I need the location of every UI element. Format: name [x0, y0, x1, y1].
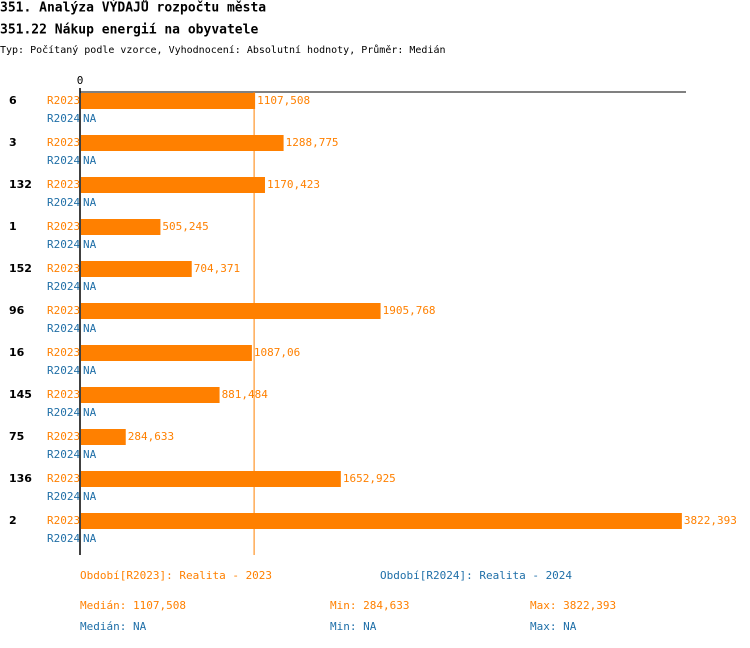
bar: [81, 93, 256, 109]
bar: [81, 261, 192, 277]
value-label: 704,371: [194, 262, 240, 275]
category-label: 2: [9, 514, 17, 527]
value-label: NA: [83, 154, 97, 167]
period-label: R2024: [47, 238, 80, 251]
value-label: 1905,768: [383, 304, 436, 317]
value-label: 1087,06: [254, 346, 300, 359]
value-label: 3822,393: [684, 514, 737, 527]
period-label: R2024: [47, 112, 80, 125]
period-label: R2024: [47, 490, 80, 503]
period-label: R2024: [47, 532, 80, 545]
stat-max: Max: 3822,393: [530, 599, 616, 612]
legend-entry: Období[R2023]: Realita - 2023: [80, 569, 272, 582]
period-label: R2024: [47, 322, 80, 335]
bar: [81, 177, 265, 193]
category-label: 96: [9, 304, 25, 317]
value-label: 1652,925: [343, 472, 396, 485]
bar: [81, 471, 341, 487]
value-label: NA: [83, 196, 97, 209]
value-label: NA: [83, 112, 97, 125]
value-label: 1107,508: [257, 94, 310, 107]
stat-min: Min: 284,633: [330, 599, 409, 612]
stat-min: Min: NA: [330, 620, 377, 633]
value-label: NA: [83, 532, 97, 545]
value-label: 1170,423: [267, 178, 320, 191]
bar: [81, 513, 682, 529]
period-label: R2023: [47, 430, 80, 443]
period-label: R2024: [47, 448, 80, 461]
period-label: R2023: [47, 94, 80, 107]
category-label: 1: [9, 220, 17, 233]
period-label: R2024: [47, 406, 80, 419]
period-label: R2023: [47, 388, 80, 401]
category-label: 145: [9, 388, 32, 401]
bar: [81, 429, 126, 445]
x-tick-label: 0: [77, 74, 84, 87]
period-label: R2023: [47, 514, 80, 527]
category-label: 152: [9, 262, 32, 275]
value-label: NA: [83, 406, 97, 419]
bar: [81, 219, 161, 235]
period-label: R2023: [47, 136, 80, 149]
title: 351. Analýza VÝDAJŮ rozpočtu města: [0, 0, 266, 16]
value-label: NA: [83, 490, 97, 503]
bar: [81, 135, 284, 151]
period-label: R2023: [47, 304, 80, 317]
subtitle: 351.22 Nákup energií na obyvatele: [0, 23, 258, 38]
bar: [81, 303, 381, 319]
period-label: R2023: [47, 472, 80, 485]
value-label: NA: [83, 238, 97, 251]
info: Typ: Počítaný podle vzorce, Vyhodnocení:…: [0, 44, 446, 56]
category-label: 132: [9, 178, 32, 191]
value-label: 505,245: [162, 220, 208, 233]
category-label: 6: [9, 94, 17, 107]
stat-median: Medián: NA: [80, 620, 147, 633]
period-label: R2023: [47, 346, 80, 359]
stat-max: Max: NA: [530, 620, 577, 633]
period-label: R2024: [47, 280, 80, 293]
value-label: NA: [83, 364, 97, 377]
period-label: R2024: [47, 196, 80, 209]
category-label: 75: [9, 430, 24, 443]
bar: [81, 387, 220, 403]
period-label: R2023: [47, 178, 80, 191]
period-label: R2024: [47, 154, 80, 167]
stat-median: Medián: 1107,508: [80, 599, 186, 612]
value-label: 881,484: [222, 388, 269, 401]
value-label: NA: [83, 280, 97, 293]
category-label: 3: [9, 136, 17, 149]
bar: [81, 345, 252, 361]
category-label: 16: [9, 346, 25, 359]
value-label: NA: [83, 448, 97, 461]
value-label: 284,633: [128, 430, 174, 443]
legend-entry: Období[R2024]: Realita - 2024: [380, 569, 572, 582]
value-label: NA: [83, 322, 97, 335]
period-label: R2023: [47, 262, 80, 275]
category-label: 136: [9, 472, 32, 485]
value-label: 1288,775: [286, 136, 339, 149]
period-label: R2023: [47, 220, 80, 233]
period-label: R2024: [47, 364, 80, 377]
